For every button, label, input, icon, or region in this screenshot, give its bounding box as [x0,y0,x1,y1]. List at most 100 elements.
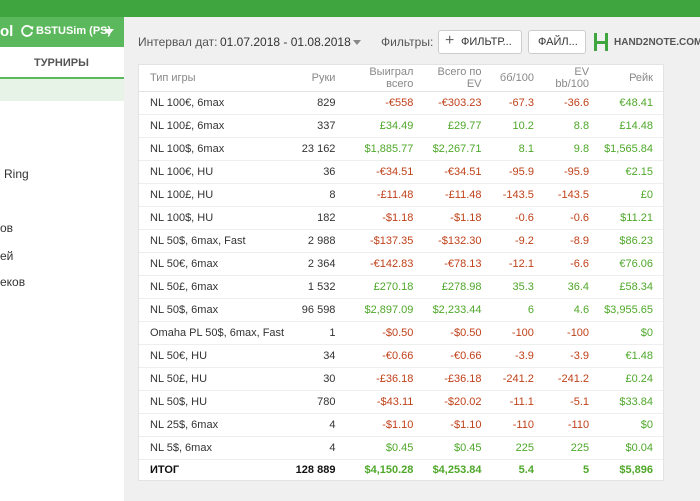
table-row[interactable]: NL 5$, 6max 4 $0.45 $0.45 225 225 $0.04 [139,436,663,460]
plus-icon: + [445,32,455,49]
tab-tournaments[interactable]: ТУРНИРЫ [0,47,124,79]
sidebar-item-2[interactable]: ов [0,221,14,235]
table-cell: €76.06 [599,252,663,276]
column-header[interactable]: Всего по EV [423,65,492,92]
table-cell: NL 50£, HU [139,367,295,391]
table-cell: 34 [294,344,346,368]
table-row[interactable]: NL 50$, HU 780 -$43.11 -$20.02 -11.1 -5.1 $33.… [139,390,663,414]
date-range-select[interactable]: 01.07.2018 - 01.08.2018 [220,35,351,49]
table-cell: -$1.10 [423,413,492,437]
top-bar [0,0,700,17]
table-cell: -€142.83 [345,252,424,276]
table-cell: £0.24 [599,367,663,391]
account-header[interactable]: ol BSTUSim (PS) [0,17,124,47]
sidebar-item-ring[interactable]: Ring [4,167,29,181]
table-row[interactable]: NL 50€, 6max 2 364 -€142.83 -€78.13 -12.1 -6.… [139,252,663,276]
table-cell: $0.45 [345,436,424,460]
table-cell: -€0.66 [423,344,492,368]
column-header[interactable]: Руки [294,65,346,92]
table-row[interactable]: NL 50£, 6max 1 532 £270.18 £278.98 35.3 36.4 £… [139,275,663,299]
table-cell: -£11.48 [345,183,424,207]
table-cell: -241.2 [491,367,544,391]
table-cell: 8.1 [491,137,544,161]
sidebar-item-3[interactable]: ей [0,249,14,263]
left-panel: ol BSTUSim (PS) ТУРНИРЫ Ring ов ей еков [0,17,124,501]
table-cell: 30 [294,367,346,391]
table-cell: -€34.51 [423,160,492,184]
table-cell: -12.1 [491,252,544,276]
sync-icon[interactable] [20,24,34,38]
table-cell: 337 [294,114,346,138]
table-cell: 225 [543,436,600,460]
column-header[interactable]: бб/100 [491,65,544,92]
table-cell: $2,233.44 [423,298,492,322]
table-row[interactable]: NL 50€, HU 34 -€0.66 -€0.66 -3.9 -3.9 €1.48 [139,344,663,368]
table-cell: 10.2 [491,114,544,138]
table-row[interactable]: NL 50$, 6max 96 598 $2,897.09 $2,233.44 6 4.6… [139,298,663,322]
table-cell: -9.2 [491,229,544,253]
total-cell: 128 889 [295,464,336,477]
sidebar-item-4[interactable]: еков [0,275,26,289]
table-cell: £34.49 [345,114,424,138]
table-cell: NL 100€, HU [139,160,295,184]
table-cell: $33.84 [599,390,663,414]
table-cell: 1 532 [294,275,346,299]
table-cell: -100 [491,321,544,345]
table-cell: -$0.50 [423,321,492,345]
table-cell: $0 [599,413,663,437]
table-cell: 9.8 [543,137,600,161]
table-cell: -€34.51 [345,160,424,184]
table-cell: -8.9 [543,229,600,253]
account-dropdown-icon[interactable] [104,29,114,35]
table-row[interactable]: NL 100£, 6max 337 £34.49 £29.77 10.2 8.8 £14.4… [139,114,663,138]
table-cell: 23 162 [294,137,346,161]
table-cell: $1,565.84 [599,137,663,161]
table-cell: -$1.18 [345,206,424,230]
table-cell: £270.18 [345,275,424,299]
table-cell: €48.41 [599,91,663,115]
table-cell: -100 [543,321,600,345]
table-cell: 36.4 [543,275,600,299]
brand-name[interactable]: HAND2NOTE.COM [614,37,700,48]
account-name[interactable]: BSTUSim (PS) [36,25,112,37]
table-cell: 4.6 [543,298,600,322]
column-header[interactable]: Тип игры [139,65,295,92]
table-row[interactable]: NL 50$, 6max, Fast 2 988 -$137.35 -$132.30-… [139,229,663,253]
column-header[interactable]: Рейк [599,65,663,92]
total-cell: 5 [582,464,590,477]
table-cell: NL 5$, 6max [139,436,295,460]
stats-table: Тип игры Руки Выиграл всего Всего по EV бб/1… [139,65,663,481]
table-row[interactable]: Omaha PL 50$, 6max, Fast 1 -$0.50 -$0.50 -10… [139,321,663,345]
filter-button[interactable]: + ФИЛЬТР... [438,30,522,54]
table-cell: 8 [294,183,346,207]
table-cell: -6.6 [543,252,600,276]
table-row[interactable]: NL 100£, HU 8 -£11.48 -£11.48 -143.5 -143.5 £0 [139,183,663,207]
table-cell: -€558 [345,91,424,115]
table-cell: $3,955.65 [599,298,663,322]
column-header[interactable]: Выиграл всего [345,65,424,92]
table-row[interactable]: NL 100€, 6max 829 -€558 -€303.23 -67.3 -36.6 €… [139,91,663,115]
table-cell: -36.6 [543,91,600,115]
table-row[interactable]: NL 100$, 6max 23 162 $1,885.77 $2,267.71 8.1… [139,137,663,161]
table-row[interactable]: NL 25$, 6max 4 -$1.10 -$1.10 -110 -110 $0 [139,413,663,437]
total-row: ИТОГ 128 889 $4,150.28 $4,253.84 5.4 5 $5,896 [139,459,663,481]
table-cell: 2 988 [294,229,346,253]
file-button[interactable]: ФАЙЛ... [528,30,586,54]
table-cell: Omaha PL 50$, 6max, Fast [139,321,295,345]
table-row[interactable]: NL 50£, HU 30 -£36.18 -£36.18 -241.2 -241.2 £0… [139,367,663,391]
total-cell: ИТОГ [150,464,180,477]
table-row[interactable]: NL 100$, HU 182 -$1.18 -$1.18 -0.6 -0.6 $11.21 [139,206,663,230]
column-header[interactable]: EV bb/100 [543,65,600,92]
table-cell: $11.21 [599,206,663,230]
date-dropdown-icon[interactable] [353,40,361,45]
table-cell: $0.04 [599,436,663,460]
table-cell: -$132.30 [423,229,492,253]
table-cell: -€303.23 [423,91,492,115]
total-cell: 5.4 [518,464,534,477]
table-row[interactable]: NL 100€, HU 36 -€34.51 -€34.51 -95.9 -95.9 €2.… [139,160,663,184]
table-cell: 4 [294,436,346,460]
table-cell: -0.6 [543,206,600,230]
table-cell: NL 100$, 6max [139,137,295,161]
table-cell: $2,267.71 [423,137,492,161]
sidebar-selected-item[interactable] [0,79,124,101]
